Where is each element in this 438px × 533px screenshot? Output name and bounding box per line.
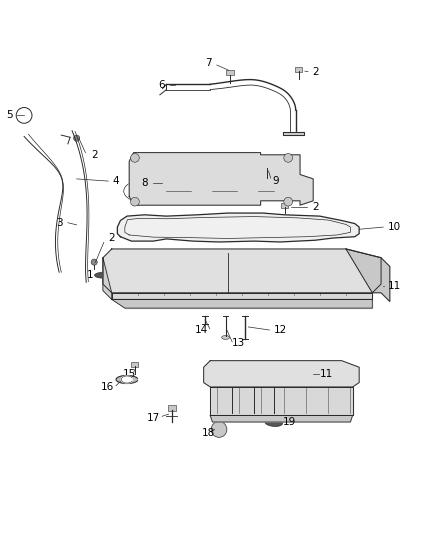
Text: 2: 2 — [312, 67, 319, 77]
Text: 16: 16 — [101, 382, 114, 392]
Circle shape — [284, 197, 293, 206]
Text: 5: 5 — [6, 110, 13, 120]
Polygon shape — [210, 387, 353, 415]
Polygon shape — [283, 132, 304, 135]
FancyBboxPatch shape — [281, 203, 288, 208]
Circle shape — [74, 135, 80, 141]
Polygon shape — [112, 293, 372, 300]
Text: 2: 2 — [91, 150, 98, 160]
Text: 7: 7 — [205, 58, 212, 68]
FancyBboxPatch shape — [264, 163, 271, 168]
Text: 6: 6 — [159, 80, 166, 90]
Ellipse shape — [95, 272, 111, 278]
Polygon shape — [121, 376, 132, 383]
Text: 18: 18 — [201, 428, 215, 438]
Text: 10: 10 — [388, 222, 401, 232]
Text: 4: 4 — [113, 176, 120, 186]
Polygon shape — [116, 376, 138, 383]
Polygon shape — [103, 258, 112, 300]
Polygon shape — [112, 300, 372, 308]
Polygon shape — [346, 249, 390, 302]
FancyBboxPatch shape — [295, 67, 302, 71]
Circle shape — [91, 259, 97, 265]
Text: 2: 2 — [108, 233, 115, 243]
Text: 12: 12 — [274, 325, 287, 335]
Text: 3: 3 — [56, 217, 63, 228]
Circle shape — [131, 197, 139, 206]
Text: 11: 11 — [320, 369, 333, 379]
Text: 19: 19 — [283, 417, 296, 427]
Text: 9: 9 — [272, 176, 279, 186]
Polygon shape — [210, 415, 353, 422]
Polygon shape — [103, 249, 381, 293]
Text: 17: 17 — [147, 413, 160, 423]
Text: 14: 14 — [195, 325, 208, 335]
Circle shape — [131, 154, 139, 162]
Circle shape — [284, 154, 293, 162]
Ellipse shape — [222, 335, 230, 340]
Text: 13: 13 — [232, 338, 245, 348]
Polygon shape — [204, 361, 359, 387]
Text: 8: 8 — [141, 178, 148, 188]
FancyBboxPatch shape — [168, 405, 176, 410]
Text: 1: 1 — [86, 270, 93, 280]
FancyBboxPatch shape — [131, 362, 138, 367]
Text: 11: 11 — [388, 281, 401, 291]
FancyBboxPatch shape — [226, 70, 234, 75]
Circle shape — [211, 422, 227, 437]
Text: 2: 2 — [312, 203, 319, 212]
Text: 15: 15 — [123, 369, 136, 379]
Polygon shape — [129, 152, 313, 205]
Ellipse shape — [265, 419, 283, 426]
Polygon shape — [117, 213, 359, 242]
